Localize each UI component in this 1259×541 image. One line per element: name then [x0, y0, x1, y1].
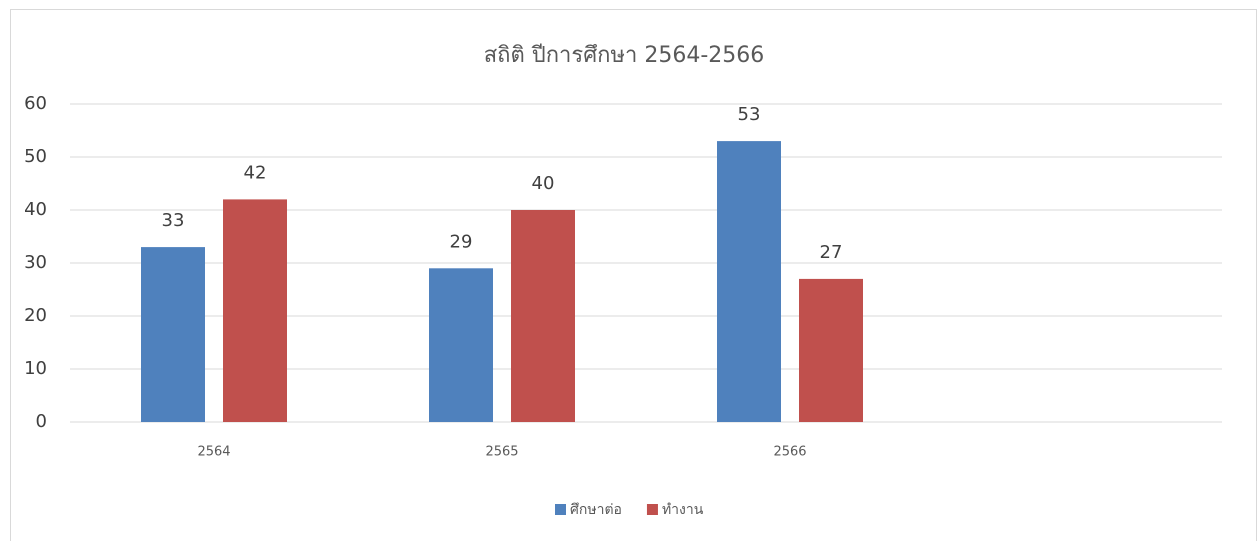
- data-label: 42: [244, 162, 267, 183]
- y-tick-label: 50: [24, 146, 47, 167]
- legend-swatch: [646, 504, 658, 515]
- bar: [223, 199, 287, 422]
- y-tick-label: 0: [36, 411, 47, 432]
- data-label: 53: [738, 104, 761, 125]
- bar: [717, 141, 781, 422]
- data-label: 29: [450, 231, 473, 252]
- y-tick-label: 10: [24, 358, 47, 379]
- data-label: 40: [532, 173, 555, 194]
- chart-title: สถิติ ปีการศึกษา 2564-2566: [484, 43, 765, 68]
- y-tick-label: 40: [24, 199, 47, 220]
- data-label: 27: [820, 242, 843, 263]
- data-label: 33: [162, 210, 185, 231]
- bar: [429, 268, 493, 422]
- chart-frame: [10, 9, 1257, 541]
- legend-swatch: [555, 504, 566, 515]
- x-tick-label: 2565: [485, 445, 518, 460]
- y-tick-label: 60: [24, 93, 47, 114]
- bar: [799, 278, 863, 422]
- y-tick-label: 20: [24, 305, 47, 326]
- y-tick-label: 30: [24, 252, 47, 273]
- legend-label: ทำงาน: [662, 502, 704, 518]
- x-tick-label: 2566: [773, 445, 806, 460]
- legend-label: ศึกษาต่อ: [570, 502, 622, 518]
- x-tick-label: 2564: [197, 445, 230, 460]
- bar: [141, 247, 205, 422]
- bar: [511, 210, 575, 422]
